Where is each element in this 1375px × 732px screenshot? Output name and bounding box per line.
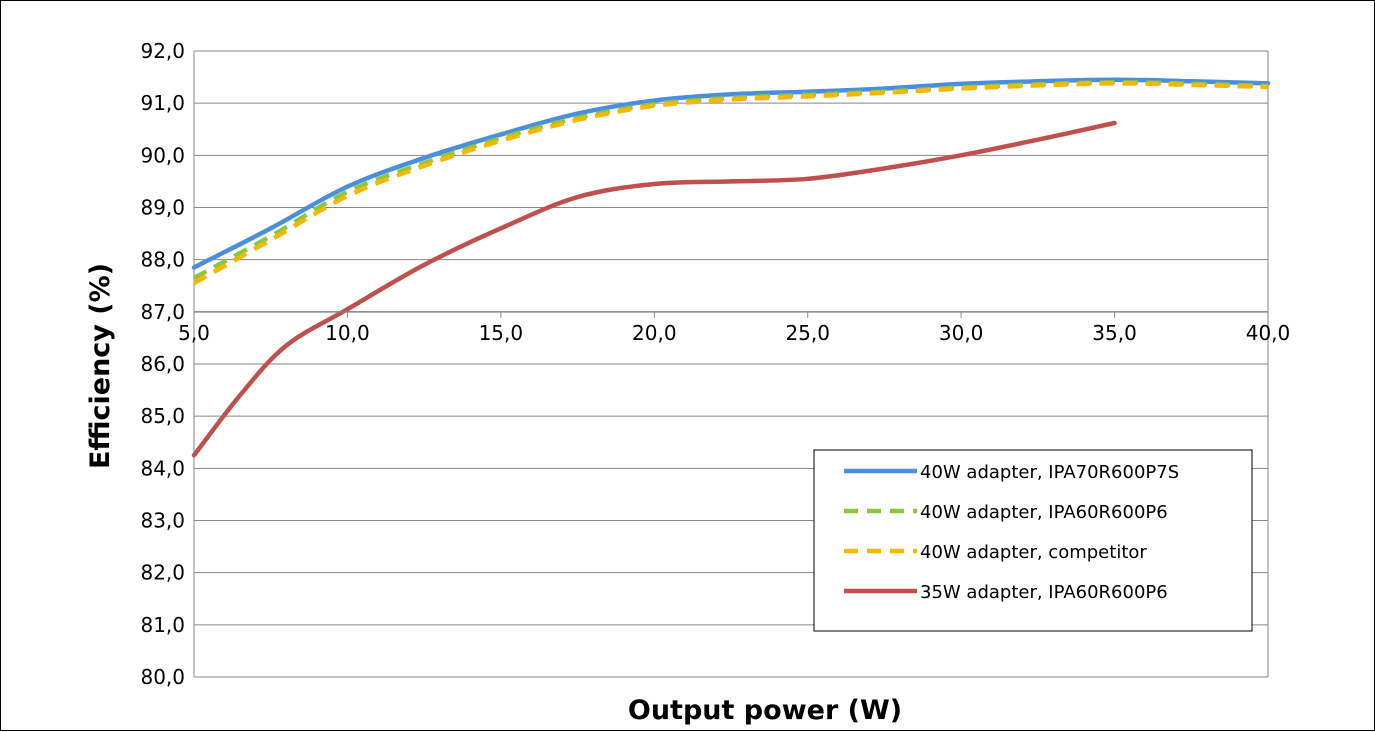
y-tick-label: 83,0 <box>140 509 185 533</box>
y-tick-label: 84,0 <box>140 456 185 480</box>
x-tick-label: 35,0 <box>1092 321 1137 345</box>
series-line-4 <box>191 120 1117 458</box>
x-tick-label: 5,0 <box>178 321 210 345</box>
x-tick-label: 25,0 <box>785 321 830 345</box>
legend-label-3: 40W adapter, competitor <box>920 542 1147 563</box>
y-tick-label: 80,0 <box>140 665 185 689</box>
legend-label-4: 35W adapter, IPA60R600P6 <box>920 582 1168 603</box>
gridlines <box>193 50 1269 678</box>
legend: 40W adapter, IPA70R600P7S 40W adapter, IP… <box>813 449 1253 632</box>
x-tick-label: 40,0 <box>1246 321 1291 345</box>
legend-label-1: 40W adapter, IPA70R600P7S <box>920 462 1179 483</box>
y-tick-label: 91,0 <box>140 91 185 115</box>
x-tick-label: 10,0 <box>325 321 370 345</box>
legend-label-2: 40W adapter, IPA60R600P6 <box>920 502 1168 523</box>
series-lines <box>191 77 1271 458</box>
series-line-3 <box>192 81 1269 286</box>
x-axis: 5,0 10,0 15,0 20,0 25,0 30,0 35,0 40,0 <box>178 311 1291 345</box>
x-tick-label: 30,0 <box>939 321 984 345</box>
y-tick-label: 92,0 <box>140 39 185 63</box>
y-axis-title: Efficiency (%) <box>85 263 116 469</box>
y-tick-label: 81,0 <box>140 613 185 637</box>
y-tick-label: 88,0 <box>140 248 185 272</box>
series-line-1 <box>191 77 1271 270</box>
y-tick-label: 90,0 <box>140 143 185 167</box>
y-tick-label: 87,0 <box>140 300 185 324</box>
y-tick-label: 85,0 <box>140 404 185 428</box>
x-tick-label: 15,0 <box>479 321 524 345</box>
y-tick-label: 86,0 <box>140 352 185 376</box>
y-axis: 80,0 81,0 82,0 83,0 84,0 85,0 86,0 87,0 88,0 89,0… <box>140 39 185 689</box>
x-axis-title: Output power (W) <box>628 695 902 726</box>
y-tick-label: 89,0 <box>140 196 185 220</box>
y-tick-label: 82,0 <box>140 561 185 585</box>
legend-box <box>813 449 1253 632</box>
x-tick-label: 20,0 <box>632 321 677 345</box>
